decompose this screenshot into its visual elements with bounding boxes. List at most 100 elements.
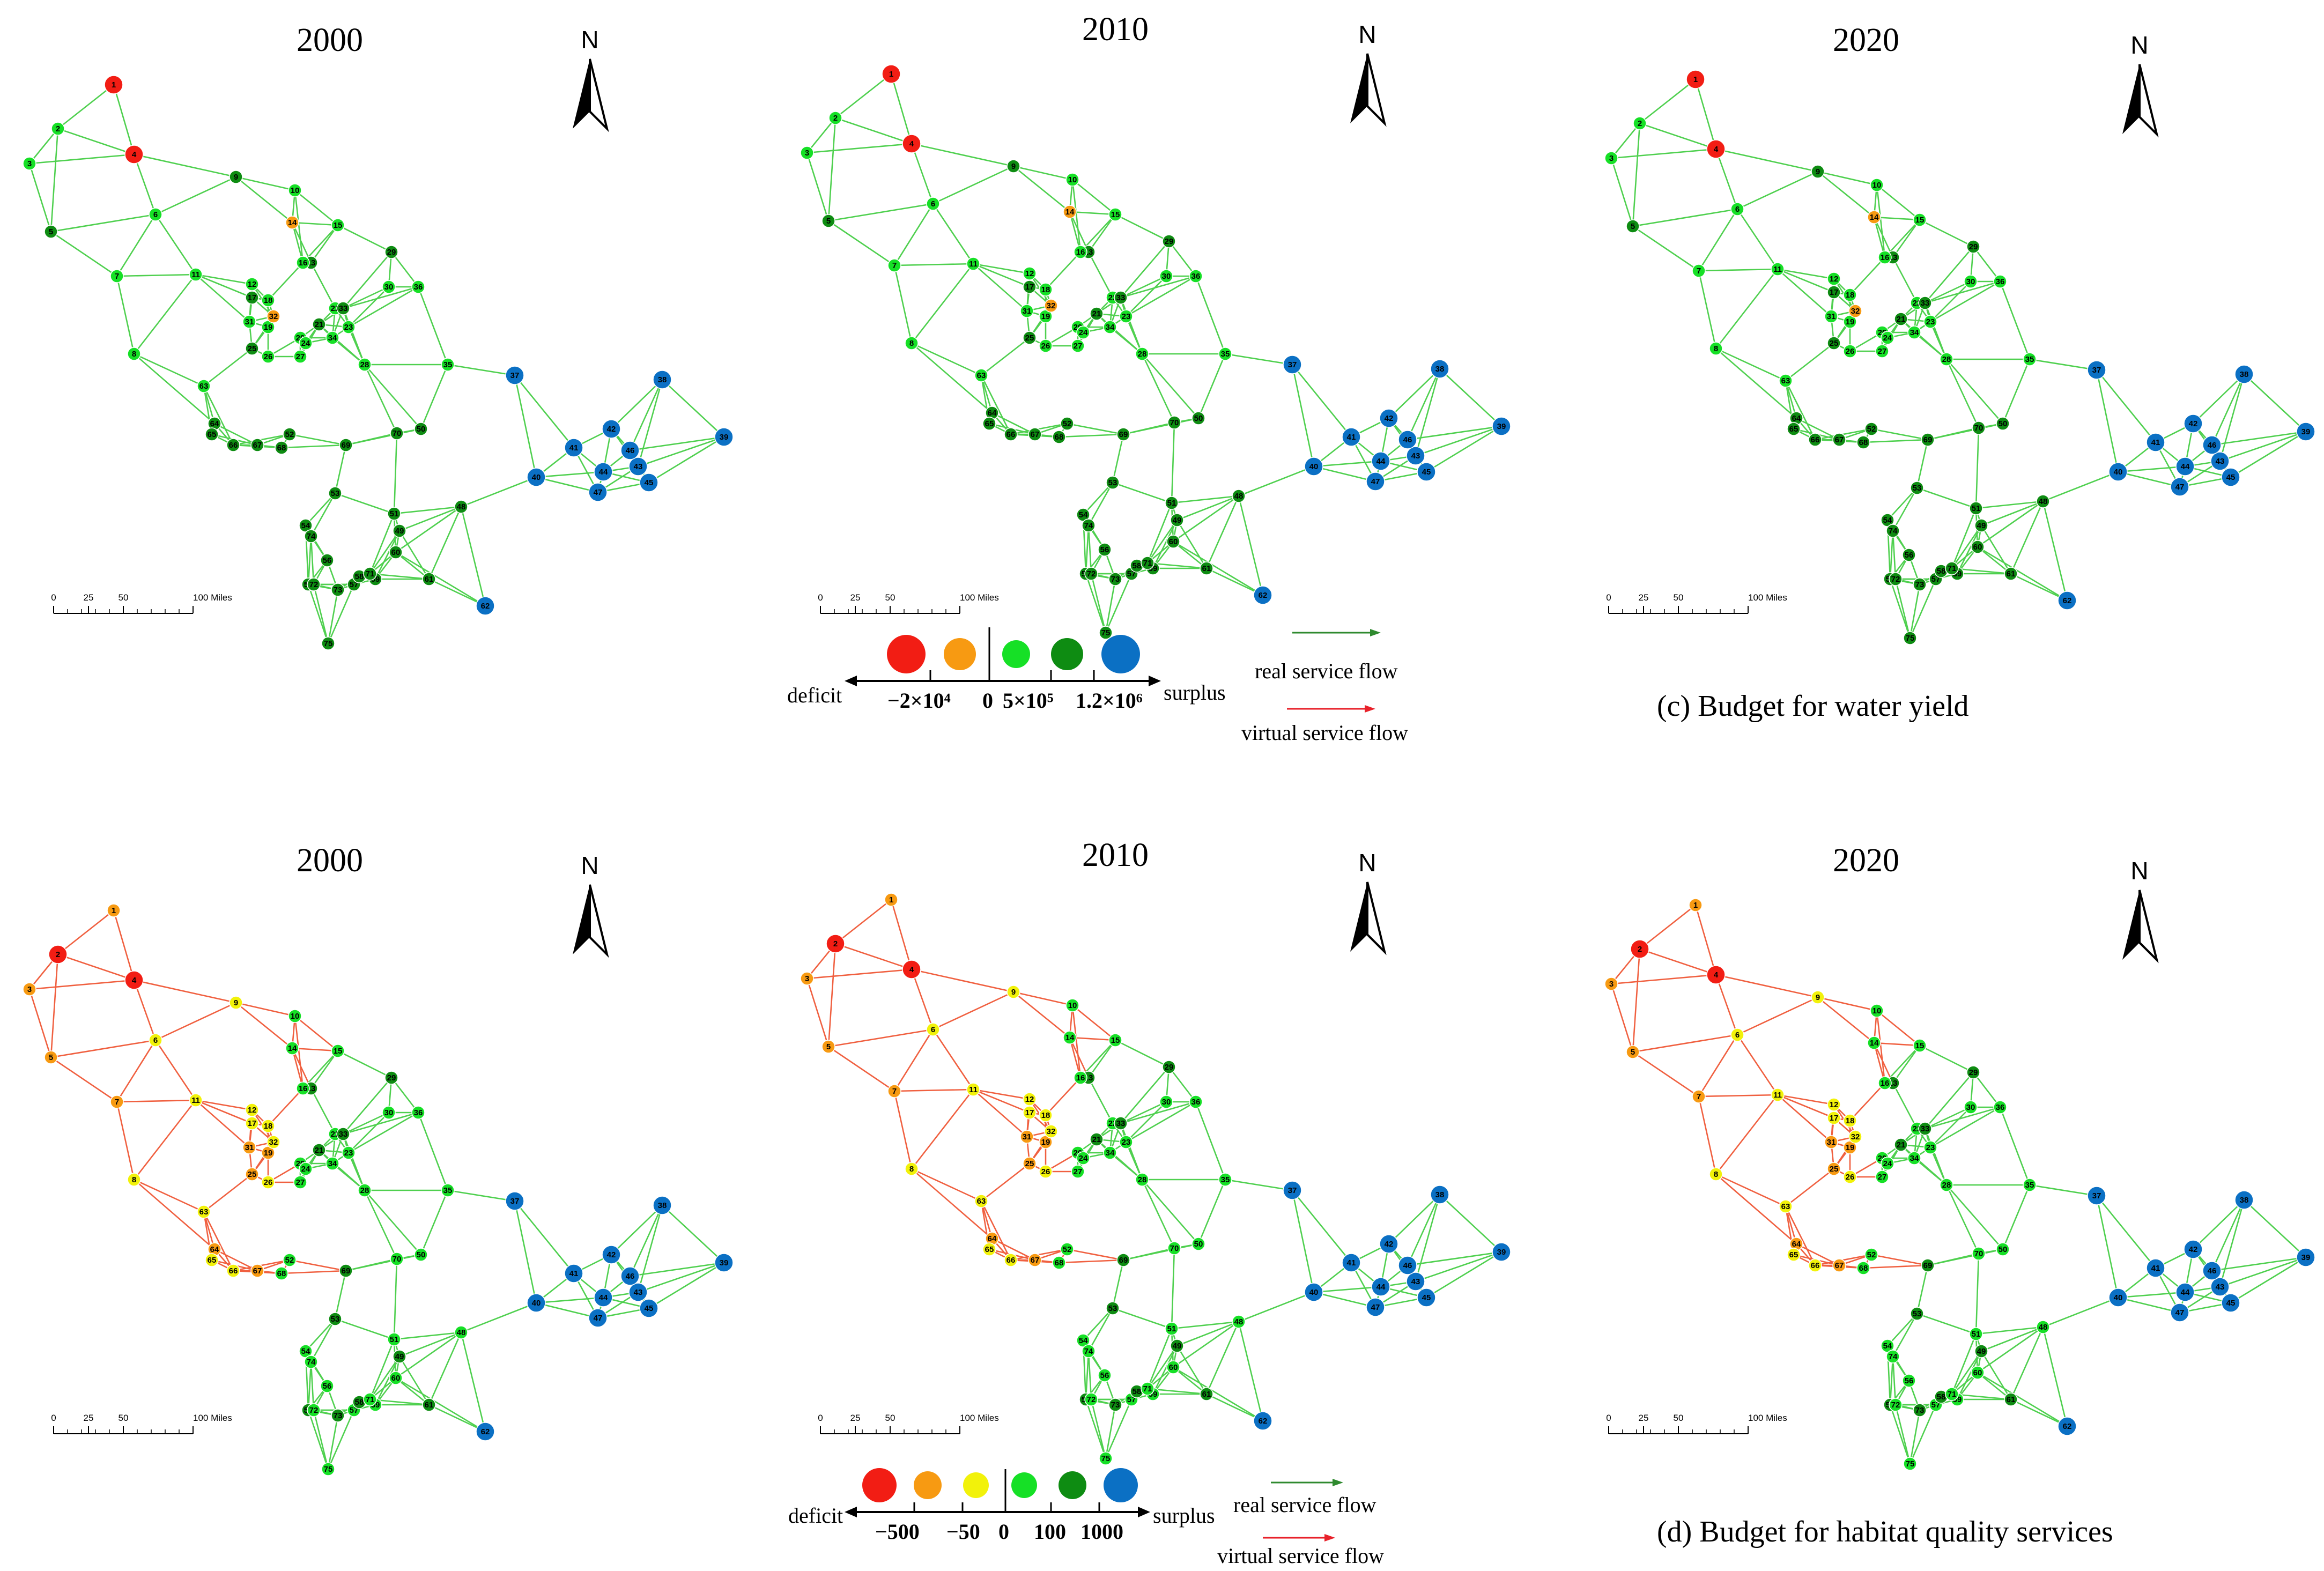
region-node-label: 49 [1173,516,1182,525]
region-node [1417,1288,1436,1307]
service-flow-edge [1972,1072,2001,1108]
region-node-label: 69 [342,1266,351,1276]
region-node [564,1264,583,1283]
region-node-label: 30 [1162,1098,1171,1107]
region-node-label: 39 [2301,427,2311,436]
region-node [285,1041,299,1055]
region-node [1135,1173,1149,1187]
service-flow-edge [536,1302,598,1319]
region-node-label: 65 [1789,425,1798,434]
region-node [1827,272,1841,286]
service-flow-edge [1238,465,1314,497]
service-flow-edge [1120,1066,1170,1124]
region-node [821,1040,835,1054]
region-node [1870,1004,1884,1018]
service-flow-edge [536,471,604,478]
region-node-label: 70 [1974,424,1983,433]
service-flow-edge [305,1318,336,1352]
region-node [454,1325,468,1339]
service-flow-edge [1141,1179,1175,1249]
region-node [389,1371,403,1385]
service-flow-edge [2010,1327,2044,1400]
virtual-flow-label: virtual service flow [1241,721,1408,745]
service-flow-edge [932,1029,974,1090]
region-node-label: 12 [248,280,257,289]
region-node-label: 58 [1937,1392,1946,1402]
region-node [1430,359,1449,379]
region-node-label: 9 [1816,167,1820,176]
scale-bar: 0 25 50 100 Miles [818,592,999,614]
region-node-label: 42 [1385,1240,1394,1249]
region-node [1492,1242,1511,1262]
region-node-label: 24 [1883,1159,1892,1168]
region-node-label: 24 [301,339,310,348]
region-node-label: 30 [1162,272,1171,281]
north-arrow-left-half [573,885,590,954]
region-node [1170,1339,1184,1353]
service-flow-edge [1632,225,1699,272]
region-node [1371,1277,1390,1296]
scale-label: 50 [885,1413,895,1423]
region-node [1379,1234,1398,1254]
region-node [229,170,243,184]
service-flow-edge [980,1201,1012,1261]
region-node-label: 10 [1068,175,1077,184]
panel-year: 2020 [1833,842,1899,879]
service-flow-edge [981,1162,1030,1202]
north-label: N [2130,857,2148,885]
service-flow-edge [1892,530,1897,580]
region-node-label: 18 [1846,1116,1855,1125]
service-flow-edge [1142,1179,1199,1244]
service-flow-edge [1715,1174,1797,1244]
region-node [2004,567,2018,581]
service-flow-edge [911,263,974,344]
region-node-label: 23 [1122,1138,1131,1147]
service-flow-edge [1105,573,1133,633]
region-node [1063,205,1077,219]
service-flow-edge [662,379,724,438]
service-flow-edge [1069,211,1082,253]
service-flow-edge [1889,1404,1911,1464]
service-flow-edge [1909,1410,1921,1464]
region-node-label: 74 [1084,521,1093,530]
service-flow-edge [1694,905,1717,975]
region-node-label: 36 [1996,1103,2005,1112]
region-node-label: 71 [1948,564,1957,573]
service-flow-edge [2010,573,2068,602]
region-node [2296,1248,2315,1267]
service-flow-edge [395,1331,462,1379]
region-node-label: 41 [569,1269,579,1278]
region-node-label: 63 [199,382,209,391]
region-node-label: 21 [315,1146,324,1155]
service-flow-edge [1916,439,1929,488]
service-flow-edge [536,476,598,493]
service-flow-edge [2219,1256,2306,1288]
region-node [1108,572,1122,586]
region-node [602,419,621,439]
region-node [620,1266,640,1286]
region-node [245,1103,259,1117]
region-node [1052,430,1066,444]
region-node-label: 64 [988,409,997,418]
region-node-label: 44 [1376,1283,1386,1292]
region-node [1902,1374,1916,1388]
service-flow-edge [1087,1351,1092,1400]
service-flow-edge [1977,500,2044,548]
service-flow-edge [334,1270,347,1320]
region-node [110,269,124,283]
service-flow-edge [364,364,398,434]
service-flow-edge [1698,270,1717,349]
region-node [307,1403,321,1417]
service-flow-edge [1126,276,1167,317]
service-flow-edge [637,1205,663,1293]
service-flow-edge [398,530,430,580]
service-flow-edge [1999,1107,2031,1185]
service-flow-edge [890,73,913,144]
region-node [1886,1350,1900,1363]
region-node-label: 27 [1878,347,1887,356]
service-flow-edge [1120,297,1143,354]
service-flow-edge [981,337,1030,376]
region-node-label: 9 [234,998,238,1007]
